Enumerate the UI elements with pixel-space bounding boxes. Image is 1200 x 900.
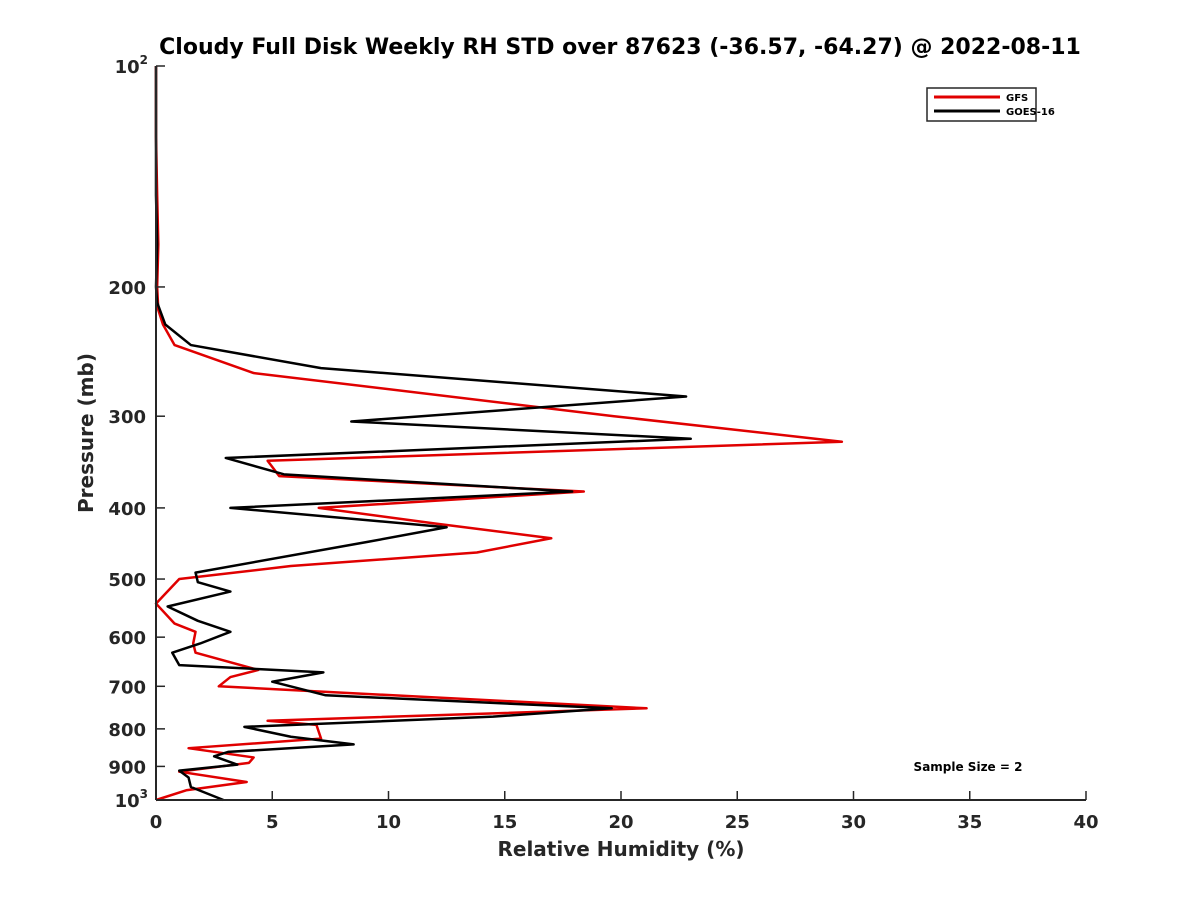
y-tick-label: 200 [108, 278, 146, 299]
x-tick-label: 30 [841, 812, 866, 833]
series-layer [154, 66, 844, 802]
y-tick-label: 103 [115, 787, 148, 812]
legend-goes16-label: GOES-16 [1006, 107, 1055, 118]
series-line-goes-16 [154, 66, 692, 802]
y-tick-label: 900 [108, 757, 146, 778]
y-tick-label: 500 [108, 570, 146, 591]
y-tick-label: 300 [108, 407, 146, 428]
x-axis-label: Relative Humidity (%) [497, 837, 744, 861]
sample-size-annotation: Sample Size = 2 [914, 760, 1023, 774]
legend-gfs-label: GFS [1006, 93, 1028, 104]
x-tick-label: 0 [150, 812, 163, 833]
x-axis-ticks: 0 5 10 15 20 25 30 35 40 [150, 791, 1099, 833]
y-axis-label: Pressure (mb) [74, 353, 98, 513]
x-tick-label: 25 [725, 812, 750, 833]
series-line-gfs [154, 66, 844, 802]
y-tick-label: 700 [108, 677, 146, 698]
chart-title: Cloudy Full Disk Weekly RH STD over 8762… [159, 35, 1081, 60]
axes-background [156, 66, 1086, 800]
y-tick-label: 600 [108, 628, 146, 649]
x-tick-label: 35 [957, 812, 982, 833]
legend: GFS GOES-16 [926, 87, 1055, 122]
y-tick-label: 800 [108, 720, 146, 741]
x-tick-label: 40 [1073, 812, 1098, 833]
x-tick-label: 10 [376, 812, 401, 833]
y-tick-label: 102 [115, 53, 148, 78]
x-tick-label: 15 [492, 812, 517, 833]
legend-box [926, 87, 1037, 122]
x-tick-label: 20 [608, 812, 633, 833]
plot-area [156, 66, 1086, 800]
y-axis-ticks: 102 200 300 400 500 600 700 800 900 103 [108, 53, 165, 812]
y-tick-label: 400 [108, 499, 146, 520]
x-tick-label: 5 [266, 812, 279, 833]
